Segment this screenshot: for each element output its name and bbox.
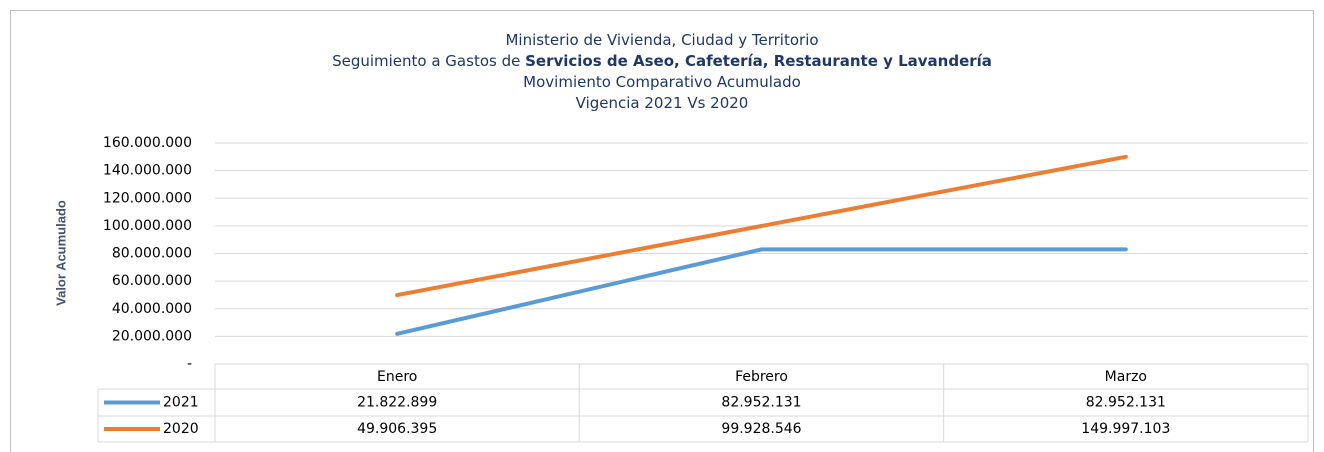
- x-tick-label: Marzo: [1105, 369, 1147, 385]
- y-tick-label: 140.000.000: [103, 163, 192, 179]
- chart-border: [10, 10, 1314, 452]
- table-value: 149.997.103: [1081, 421, 1170, 437]
- x-tick-label: Enero: [377, 369, 417, 385]
- table-value: 21.822.899: [357, 395, 437, 411]
- chart-title: Ministerio de Vivienda, Ciudad y Territo…: [505, 31, 818, 49]
- y-tick-label: 20.000.000: [112, 328, 192, 344]
- y-tick-label: 80.000.000: [112, 246, 192, 262]
- title-text: Seguimiento a Gastos de: [332, 52, 525, 70]
- y-tick-label: 100.000.000: [103, 218, 192, 234]
- y-tick-label: 60.000.000: [112, 273, 192, 289]
- legend-label: 2021: [163, 395, 199, 411]
- y-tick-label: 120.000.000: [103, 190, 192, 206]
- title-text: Vigencia 2021 Vs 2020: [576, 94, 749, 112]
- y-tick-label: 40.000.000: [112, 301, 192, 317]
- table-value: 99.928.546: [721, 421, 801, 437]
- chart-title: Seguimiento a Gastos de Servicios de Ase…: [332, 52, 992, 70]
- title-text: Ministerio de Vivienda, Ciudad y Territo…: [505, 31, 818, 49]
- legend-label: 2020: [163, 421, 199, 437]
- y-axis-label: Valor Acumulado: [53, 200, 68, 306]
- y-tick-label: 160.000.000: [103, 135, 192, 151]
- table-value: 82.952.131: [1086, 395, 1166, 411]
- title-bold: Servicios de Aseo, Cafetería, Restaurant…: [525, 52, 992, 70]
- table-value: 49.906.395: [357, 421, 437, 437]
- y-tick-label: -: [187, 356, 192, 372]
- series-line: [395, 247, 1128, 336]
- x-tick-label: Febrero: [735, 369, 788, 385]
- table-value: 82.952.131: [721, 395, 801, 411]
- chart-title: Vigencia 2021 Vs 2020: [576, 94, 749, 112]
- series-line: [395, 154, 1128, 298]
- chart-title: Movimiento Comparativo Acumulado: [523, 73, 801, 91]
- title-text: Movimiento Comparativo Acumulado: [523, 73, 801, 91]
